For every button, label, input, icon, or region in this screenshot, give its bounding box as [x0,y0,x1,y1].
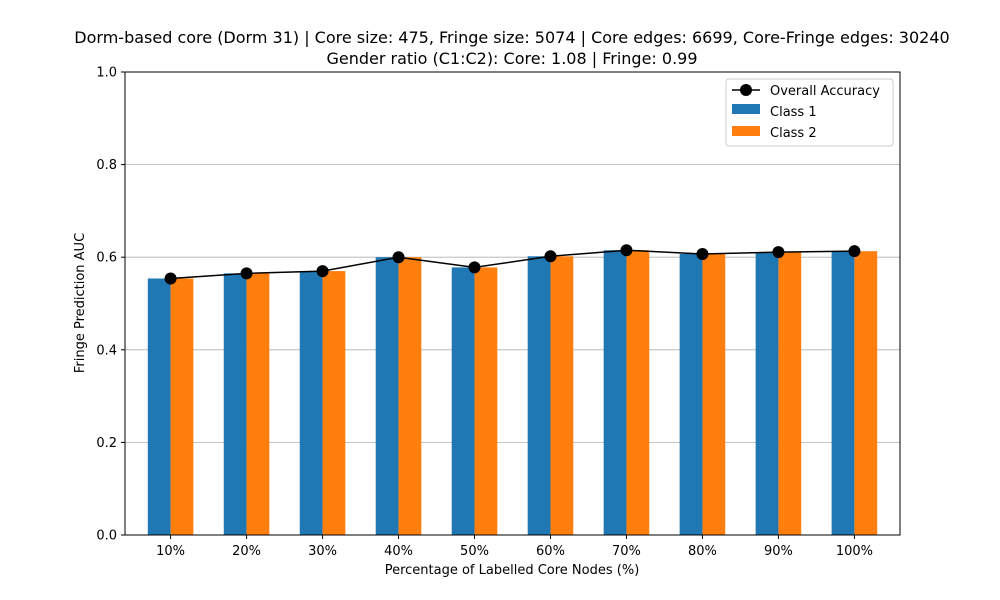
overall-accuracy-point [848,245,861,258]
chart-title-line1: Dorm-based core (Dorm 31) | Core size: 4… [74,28,949,47]
legend-swatch-class1 [732,104,760,114]
overall-accuracy-point [164,272,177,285]
y-axis-label: Fringe Prediction AUC [73,233,88,373]
x-tick-label: 70% [612,544,641,559]
legend: Overall Accuracy Class 1 Class 2 [725,78,894,147]
x-tick-label: 20% [232,544,261,559]
x-tick-label: 10% [156,544,185,559]
bar-class-1 [679,253,703,536]
bar-class-1 [831,251,855,535]
bar-class-2 [626,250,650,535]
x-tick-label: 30% [308,544,337,559]
overall-accuracy-point [468,261,481,274]
plot-area-frame [124,71,901,536]
bar-class-2 [474,267,498,535]
x-tick-label: 40% [384,544,413,559]
overall-accuracy-point [240,267,253,280]
x-tick-label: 100% [836,544,873,559]
bar-class-1 [451,267,475,535]
bars [147,250,878,536]
bar-class-1 [755,252,779,535]
overall-accuracy-point [316,265,329,278]
overall-accuracy-point [772,246,785,259]
overall-accuracy-point [544,250,557,263]
bar-class-1 [299,271,323,535]
bar-class-2 [702,253,726,536]
x-tick-label: 60% [536,544,565,559]
overall-accuracy-point [392,251,405,264]
legend-label-class2: Class 2 [770,126,817,141]
bar-class-1 [147,278,171,535]
x-tick-label: 90% [764,544,793,559]
y-tick-label: 0.6 [96,251,117,266]
legend-swatch-class2 [732,126,760,136]
overall-accuracy-point [696,247,709,260]
bar-class-1 [527,256,551,535]
bar-class-1 [223,273,247,535]
x-axis-label: Percentage of Labelled Core Nodes (%) [385,563,640,578]
bar-class-2 [550,256,574,535]
bar-class-1 [603,250,627,535]
overall-accuracy-line [170,249,855,280]
x-axis-ticks: 10% 20% 30% 40% 50% 60% 70% 80% 90% 100% [156,535,873,559]
chart-title-line2: Gender ratio (C1:C2): Core: 1.08 | Fring… [326,49,697,68]
y-tick-label: 0.4 [96,343,117,358]
legend-label-overall-accuracy: Overall Accuracy [770,84,880,99]
legend-label-class1: Class 1 [770,105,817,120]
legend-marker-swatch [740,84,752,96]
bar-class-2 [778,252,802,535]
x-tick-label: 80% [688,544,717,559]
bar-class-2 [854,251,878,535]
overall-accuracy-point [620,244,633,257]
bar-class-2 [170,278,194,535]
bar-class-2 [246,273,270,535]
y-tick-label: 0.0 [96,529,117,544]
y-tick-label: 0.2 [96,436,117,451]
y-tick-label: 0.8 [96,158,117,173]
legend-box [725,78,894,147]
overall-accuracy-series [164,244,861,285]
bar-class-1 [375,257,399,535]
x-tick-label: 50% [460,544,489,559]
bar-class-2 [398,257,422,535]
bar-class-2 [322,271,346,535]
y-tick-label: 1.0 [96,66,117,81]
y-axis-ticks: 0.0 0.2 0.4 0.6 0.8 1.0 [96,66,125,544]
